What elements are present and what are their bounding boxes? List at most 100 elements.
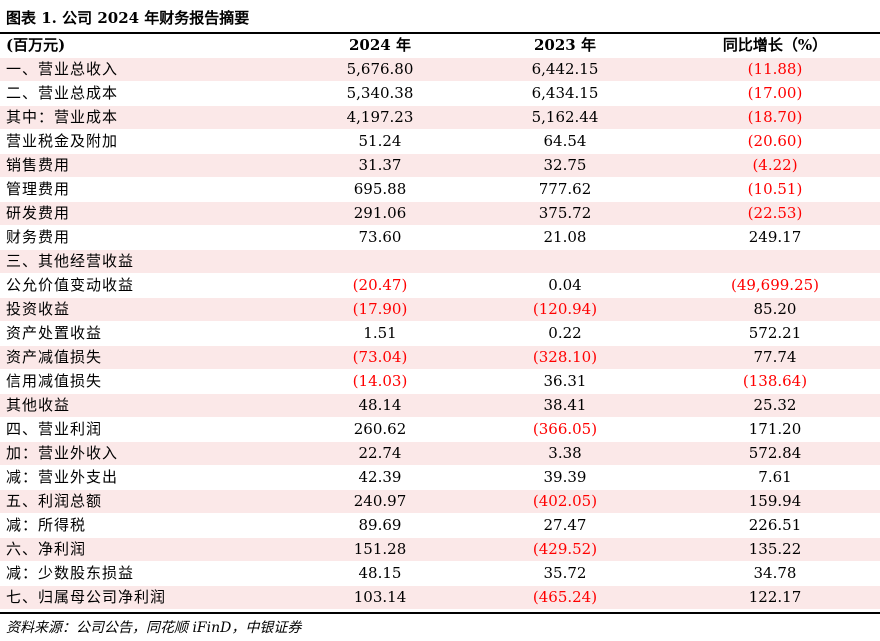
table-row: 五、利润总额 240.97 (402.05) 159.94 [0, 489, 880, 515]
value-yoy: (22.53) [670, 201, 880, 227]
value-yoy: 171.20 [670, 417, 880, 443]
value-2023: (465.24) [460, 585, 670, 611]
row-label: 销售费用 [0, 153, 300, 179]
table-row: 六、净利润 151.28 (429.52) 135.22 [0, 537, 880, 563]
value-2024: 4,197.23 [300, 105, 460, 131]
header-yoy: 同比增长（%） [670, 34, 880, 59]
row-label: 财务费用 [0, 225, 300, 251]
row-label: 减：营业外支出 [0, 465, 300, 491]
value-2024: 51.24 [300, 129, 460, 155]
value-2023: 6,442.15 [460, 57, 670, 83]
row-label: 二、营业总成本 [0, 81, 300, 107]
value-2023: (429.52) [460, 537, 670, 563]
row-label: 信用减值损失 [0, 369, 300, 395]
table-title: 图表 1. 公司 2024 年财务报告摘要 [6, 9, 250, 27]
table-row: 公允价值变动收益 (20.47) 0.04 (49,699.25) [0, 273, 880, 299]
row-label: 管理费用 [0, 177, 300, 203]
row-label: 减：所得税 [0, 513, 300, 539]
bottom-rule [0, 612, 880, 614]
table-row: 营业税金及附加 51.24 64.54 (20.60) [0, 129, 880, 155]
value-2024: 151.28 [300, 537, 460, 563]
value-yoy: (10.51) [670, 177, 880, 203]
value-2024: 5,676.80 [300, 57, 460, 83]
value-yoy: (138.64) [670, 369, 880, 395]
value-2024: 48.15 [300, 561, 460, 587]
table-row: 其中：营业成本 4,197.23 5,162.44 (18.70) [0, 105, 880, 131]
value-yoy: (4.22) [670, 153, 880, 179]
value-yoy: 77.74 [670, 345, 880, 371]
value-yoy: 7.61 [670, 465, 880, 491]
value-2024: 291.06 [300, 201, 460, 227]
value-2023: (328.10) [460, 345, 670, 371]
value-2024: 695.88 [300, 177, 460, 203]
table-row: 资产减值损失 (73.04) (328.10) 77.74 [0, 345, 880, 371]
table-row: 销售费用 31.37 32.75 (4.22) [0, 153, 880, 179]
value-yoy [670, 249, 880, 275]
row-label: 投资收益 [0, 297, 300, 323]
value-yoy: 122.17 [670, 585, 880, 611]
value-2024 [300, 249, 460, 275]
row-label: 加：营业外收入 [0, 441, 300, 467]
row-label: 其他收益 [0, 393, 300, 419]
value-yoy: (17.00) [670, 81, 880, 107]
value-2023: 39.39 [460, 465, 670, 491]
value-2023: 3.38 [460, 441, 670, 467]
value-2023: 375.72 [460, 201, 670, 227]
value-yoy: (49,699.25) [670, 273, 880, 299]
row-label: 其中：营业成本 [0, 105, 300, 131]
value-2024: 22.74 [300, 441, 460, 467]
value-2023: 0.22 [460, 321, 670, 347]
table-row: 二、营业总成本 5,340.38 6,434.15 (17.00) [0, 81, 880, 107]
row-label: 营业税金及附加 [0, 129, 300, 155]
row-label: 公允价值变动收益 [0, 273, 300, 299]
value-2024: (14.03) [300, 369, 460, 395]
value-2024: 1.51 [300, 321, 460, 347]
value-2023: (402.05) [460, 489, 670, 515]
value-yoy: (20.60) [670, 129, 880, 155]
value-2024: 103.14 [300, 585, 460, 611]
row-label: 资产处置收益 [0, 321, 300, 347]
value-2023: 777.62 [460, 177, 670, 203]
table-row: 减：所得税 89.69 27.47 226.51 [0, 513, 880, 539]
value-2024: 73.60 [300, 225, 460, 251]
value-2024: 42.39 [300, 465, 460, 491]
value-yoy: 249.17 [670, 225, 880, 251]
table-row: 减：营业外支出 42.39 39.39 7.61 [0, 465, 880, 491]
value-2023: 32.75 [460, 153, 670, 179]
row-label: 一、营业总收入 [0, 57, 300, 83]
row-label: 六、净利润 [0, 537, 300, 563]
value-2024: 48.14 [300, 393, 460, 419]
value-2024: (73.04) [300, 345, 460, 371]
value-2023: 35.72 [460, 561, 670, 587]
value-2024: 5,340.38 [300, 81, 460, 107]
table-row: 三、其他经营收益 [0, 249, 880, 275]
value-yoy: 159.94 [670, 489, 880, 515]
table-row: 七、归属母公司净利润 103.14 (465.24) 122.17 [0, 585, 880, 611]
source-note: 资料来源：公司公告，同花顺 iFinD，中银证券 [6, 620, 302, 636]
value-2023: 27.47 [460, 513, 670, 539]
value-yoy: 34.78 [670, 561, 880, 587]
value-2024: 240.97 [300, 489, 460, 515]
value-yoy: 85.20 [670, 297, 880, 323]
header-row: (百万元) 2024 年 2023 年 同比增长（%） [0, 34, 880, 59]
row-label: 减：少数股东损益 [0, 561, 300, 587]
value-2024: (20.47) [300, 273, 460, 299]
table-row: 信用减值损失 (14.03) 36.31 (138.64) [0, 369, 880, 395]
value-2023: (366.05) [460, 417, 670, 443]
value-2024: 31.37 [300, 153, 460, 179]
table-row: 四、营业利润 260.62 (366.05) 171.20 [0, 417, 880, 443]
row-label: 七、归属母公司净利润 [0, 585, 300, 611]
value-yoy: (18.70) [670, 105, 880, 131]
table-row: 投资收益 (17.90) (120.94) 85.20 [0, 297, 880, 323]
value-2024: (17.90) [300, 297, 460, 323]
value-2023: 5,162.44 [460, 105, 670, 131]
table-row: 加：营业外收入 22.74 3.38 572.84 [0, 441, 880, 467]
header-2023: 2023 年 [460, 34, 670, 59]
value-2023: 6,434.15 [460, 81, 670, 107]
row-label: 五、利润总额 [0, 489, 300, 515]
header-unit: (百万元) [0, 34, 300, 59]
value-yoy: 25.32 [670, 393, 880, 419]
value-2023: 64.54 [460, 129, 670, 155]
row-label: 三、其他经营收益 [0, 249, 300, 275]
table-row: 资产处置收益 1.51 0.22 572.21 [0, 321, 880, 347]
